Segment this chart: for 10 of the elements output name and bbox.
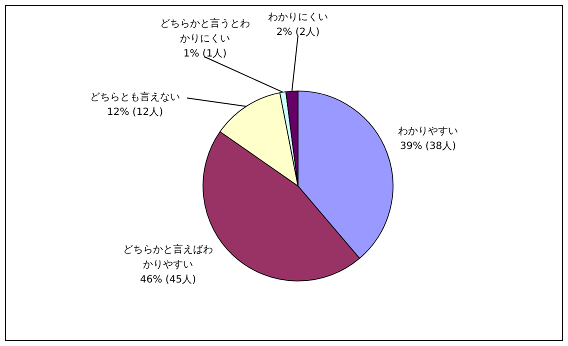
- slice-label: どちらかと言うとわかりにくい: [160, 18, 250, 44]
- data-label: 12% (12人): [107, 107, 164, 118]
- data-label: 1% (1人): [183, 48, 227, 60]
- data-label: 2% (2人): [276, 27, 320, 38]
- slice-label: どちらとも言えない: [90, 91, 180, 103]
- data-label: 39% (38人): [400, 141, 456, 152]
- slice-label: どちらかと言えばわかりやすい: [123, 244, 213, 270]
- data-label: 46% (45人): [140, 274, 196, 286]
- slice-label: わかりにくい: [268, 12, 328, 23]
- slice-label: わかりやすい: [398, 126, 458, 137]
